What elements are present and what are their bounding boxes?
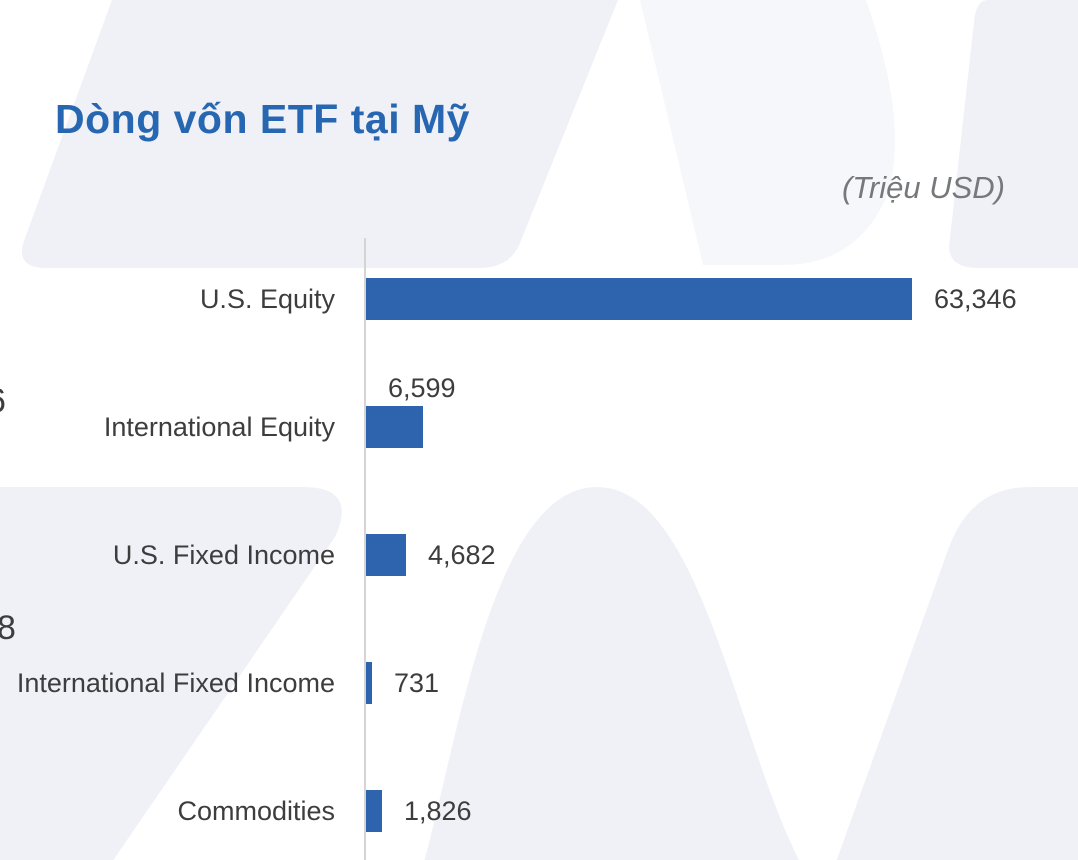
bar	[366, 534, 406, 576]
watermark-top-right-shape	[949, 0, 1078, 268]
chart-title: Dòng vốn ETF tại Mỹ	[55, 96, 470, 142]
category-label: International Equity	[103, 412, 335, 442]
value-label: 4,682	[428, 540, 496, 570]
watermark-left-peak-shape	[0, 487, 342, 860]
watermark-top-middle-shape	[640, 0, 895, 265]
unit-label: (Triệu USD)	[841, 170, 1005, 205]
bar	[366, 278, 912, 320]
watermark-center-peak-shape	[424, 487, 800, 860]
category-label: U.S. Fixed Income	[112, 540, 335, 570]
value-label: 1,826	[404, 796, 472, 826]
watermark-top-left-shape	[21, 0, 619, 268]
value-label: 63,346	[934, 284, 1017, 314]
clipped-value-fragment: 8	[0, 609, 16, 647]
y-axis-line	[364, 238, 366, 860]
category-label: U.S. Equity	[199, 284, 335, 314]
value-label: 731	[394, 668, 440, 698]
bar	[366, 406, 423, 448]
value-label: 6,599	[388, 373, 456, 403]
watermark-right-peak-shape	[836, 487, 1078, 860]
category-label: Commodities	[177, 796, 335, 826]
bar	[366, 790, 382, 832]
bar	[366, 662, 372, 704]
clipped-value-fragment: 6	[0, 383, 6, 419]
category-label: International Fixed Income	[16, 668, 335, 698]
